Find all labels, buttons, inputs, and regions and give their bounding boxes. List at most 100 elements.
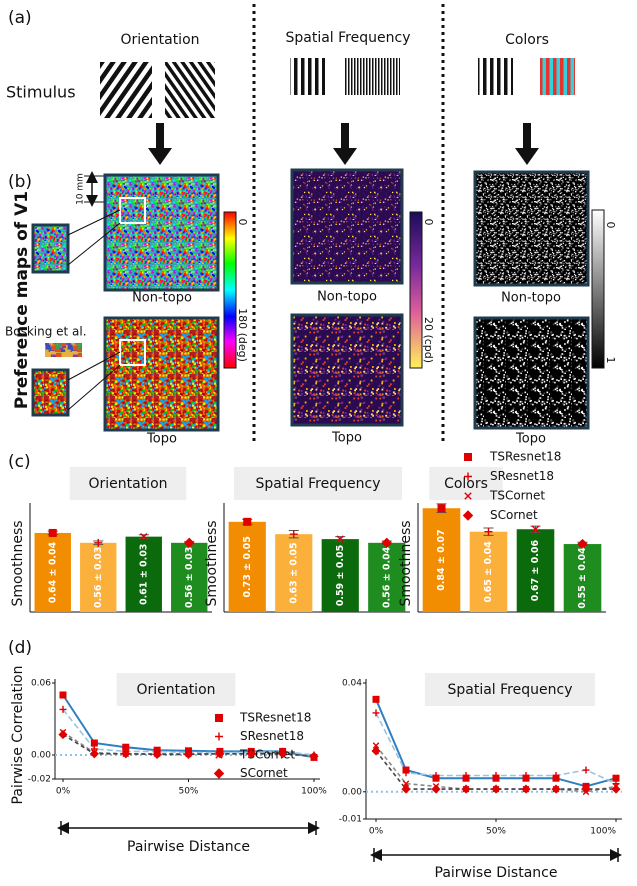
value-label: 0.67 ± 0.06 bbox=[530, 540, 541, 602]
y-axis-label: Pairwise Correlation bbox=[10, 666, 26, 805]
stimulus-grating bbox=[290, 58, 325, 95]
y-tick-label: 0.00 bbox=[31, 751, 51, 761]
stimulus-grating bbox=[540, 58, 575, 95]
x-tick-label: 50% bbox=[178, 787, 198, 797]
value-label: 0.61 ± 0.03 bbox=[138, 544, 149, 605]
chart-title: Orientation bbox=[88, 476, 167, 492]
y-axis-label: Smoothness bbox=[398, 520, 414, 606]
value-label: 0.84 ± 0.07 bbox=[436, 529, 447, 590]
y-tick-label: 0.06 bbox=[31, 679, 51, 689]
value-label: 0.59 ± 0.05 bbox=[335, 545, 346, 606]
colorbar-label: 180 (deg) bbox=[236, 308, 249, 362]
preference-map bbox=[33, 370, 68, 415]
map-label: Topo bbox=[331, 431, 362, 446]
preference-map bbox=[105, 318, 218, 430]
marker bbox=[60, 692, 67, 699]
value-label: 0.65 ± 0.04 bbox=[483, 541, 494, 603]
panel-label: (c) bbox=[8, 452, 31, 472]
y-tick-label: -0.02 bbox=[28, 775, 51, 785]
marker bbox=[373, 696, 380, 703]
marker bbox=[214, 768, 224, 778]
row-label: Stimulus bbox=[6, 83, 76, 102]
map-label: Non-topo bbox=[501, 291, 561, 306]
preference-map bbox=[475, 318, 588, 428]
y-tick-label: 0.00 bbox=[342, 787, 362, 797]
colorbar-label: 0 bbox=[604, 222, 617, 229]
legend-label: TSResnet18 bbox=[239, 711, 311, 725]
down-arrow bbox=[515, 123, 539, 165]
colorbar-label: 0 bbox=[422, 219, 435, 226]
row-label: Preference maps of V1 bbox=[12, 191, 32, 409]
preference-map bbox=[292, 170, 402, 283]
x-tick-label: 50% bbox=[486, 827, 506, 837]
legend-label: TSCornet bbox=[489, 489, 545, 503]
stimulus-grating bbox=[478, 58, 513, 95]
marker bbox=[90, 749, 99, 758]
chart-title: Spatial Frequency bbox=[256, 476, 381, 492]
value-label: 0.56 ± 0.04 bbox=[381, 546, 392, 608]
stimulus-grating bbox=[345, 58, 400, 95]
value-label: 0.56 ± 0.03 bbox=[93, 547, 104, 608]
marker bbox=[463, 510, 473, 520]
marker bbox=[215, 714, 223, 722]
map-label: Topo bbox=[515, 432, 546, 447]
marker bbox=[243, 518, 251, 526]
value-label: 0.55 ± 0.04 bbox=[577, 547, 588, 609]
value-label: 0.56 ± 0.03 bbox=[184, 547, 195, 608]
legend-label: SResnet18 bbox=[240, 729, 304, 743]
figure: (a) (b) (c) (d) Orientation Spatial Freq… bbox=[0, 0, 637, 886]
panel-label: (d) bbox=[8, 638, 32, 658]
legend-label: SResnet18 bbox=[490, 469, 554, 483]
legend-label: SCornet bbox=[240, 766, 288, 780]
column-title: Spatial Frequency bbox=[286, 30, 411, 46]
marker bbox=[49, 529, 57, 537]
value-label: 0.64 ± 0.04 bbox=[47, 541, 58, 603]
panel-label: (a) bbox=[8, 8, 32, 28]
colorbar bbox=[224, 212, 236, 368]
colorbar bbox=[410, 212, 422, 368]
legend-label: SCornet bbox=[490, 508, 538, 522]
marker bbox=[58, 730, 67, 739]
preference-map bbox=[475, 172, 588, 285]
charts: Orientation Smoothness 0.64 ± 0.04 0.56 ± 0… bbox=[10, 450, 622, 882]
x-axis-label: Pairwise Distance bbox=[127, 839, 250, 855]
preference-map bbox=[33, 225, 68, 272]
column-title: Orientation bbox=[120, 32, 199, 48]
marker bbox=[373, 709, 380, 716]
x-tick-label: 0% bbox=[56, 787, 71, 797]
y-tick-label: 0.04 bbox=[342, 679, 362, 689]
stimulus-grating bbox=[100, 62, 152, 118]
y-axis-label: Smoothness bbox=[10, 520, 26, 606]
panel-label: (b) bbox=[8, 172, 32, 192]
stimulus-grating bbox=[165, 62, 215, 118]
x-axis-label: Pairwise Distance bbox=[435, 865, 558, 881]
legend-label: TSResnet18 bbox=[489, 450, 561, 464]
scale-label: 10 mm bbox=[76, 173, 86, 205]
x-tick-label: 0% bbox=[369, 827, 384, 837]
marker bbox=[464, 453, 472, 461]
value-label: 0.63 ± 0.05 bbox=[288, 542, 299, 603]
y-axis-label: Smoothness bbox=[204, 520, 220, 606]
marker bbox=[583, 767, 590, 774]
colorbar-label: 0 bbox=[236, 219, 249, 226]
marker bbox=[91, 740, 98, 747]
marker bbox=[438, 504, 446, 512]
map-label: Non-topo bbox=[317, 290, 377, 305]
map-label: Topo bbox=[146, 432, 177, 447]
chart-title: Orientation bbox=[136, 682, 215, 698]
column-title: Colors bbox=[505, 32, 549, 48]
preference-map bbox=[105, 175, 218, 290]
reference-map bbox=[45, 343, 82, 357]
map-label: Non-topo bbox=[132, 291, 192, 306]
reference-label: Bosking et al. bbox=[5, 325, 87, 339]
marker bbox=[215, 733, 223, 741]
series-line bbox=[376, 751, 616, 789]
down-arrow bbox=[148, 123, 172, 165]
value-label: 0.73 ± 0.05 bbox=[242, 536, 253, 597]
down-arrow bbox=[333, 123, 357, 165]
preference-map bbox=[292, 315, 402, 425]
x-tick-label: 100% bbox=[301, 787, 327, 797]
chart-title: Spatial Frequency bbox=[448, 682, 573, 698]
y-tick-label: -0.01 bbox=[339, 815, 362, 825]
colorbar-label: 1 bbox=[604, 357, 617, 364]
